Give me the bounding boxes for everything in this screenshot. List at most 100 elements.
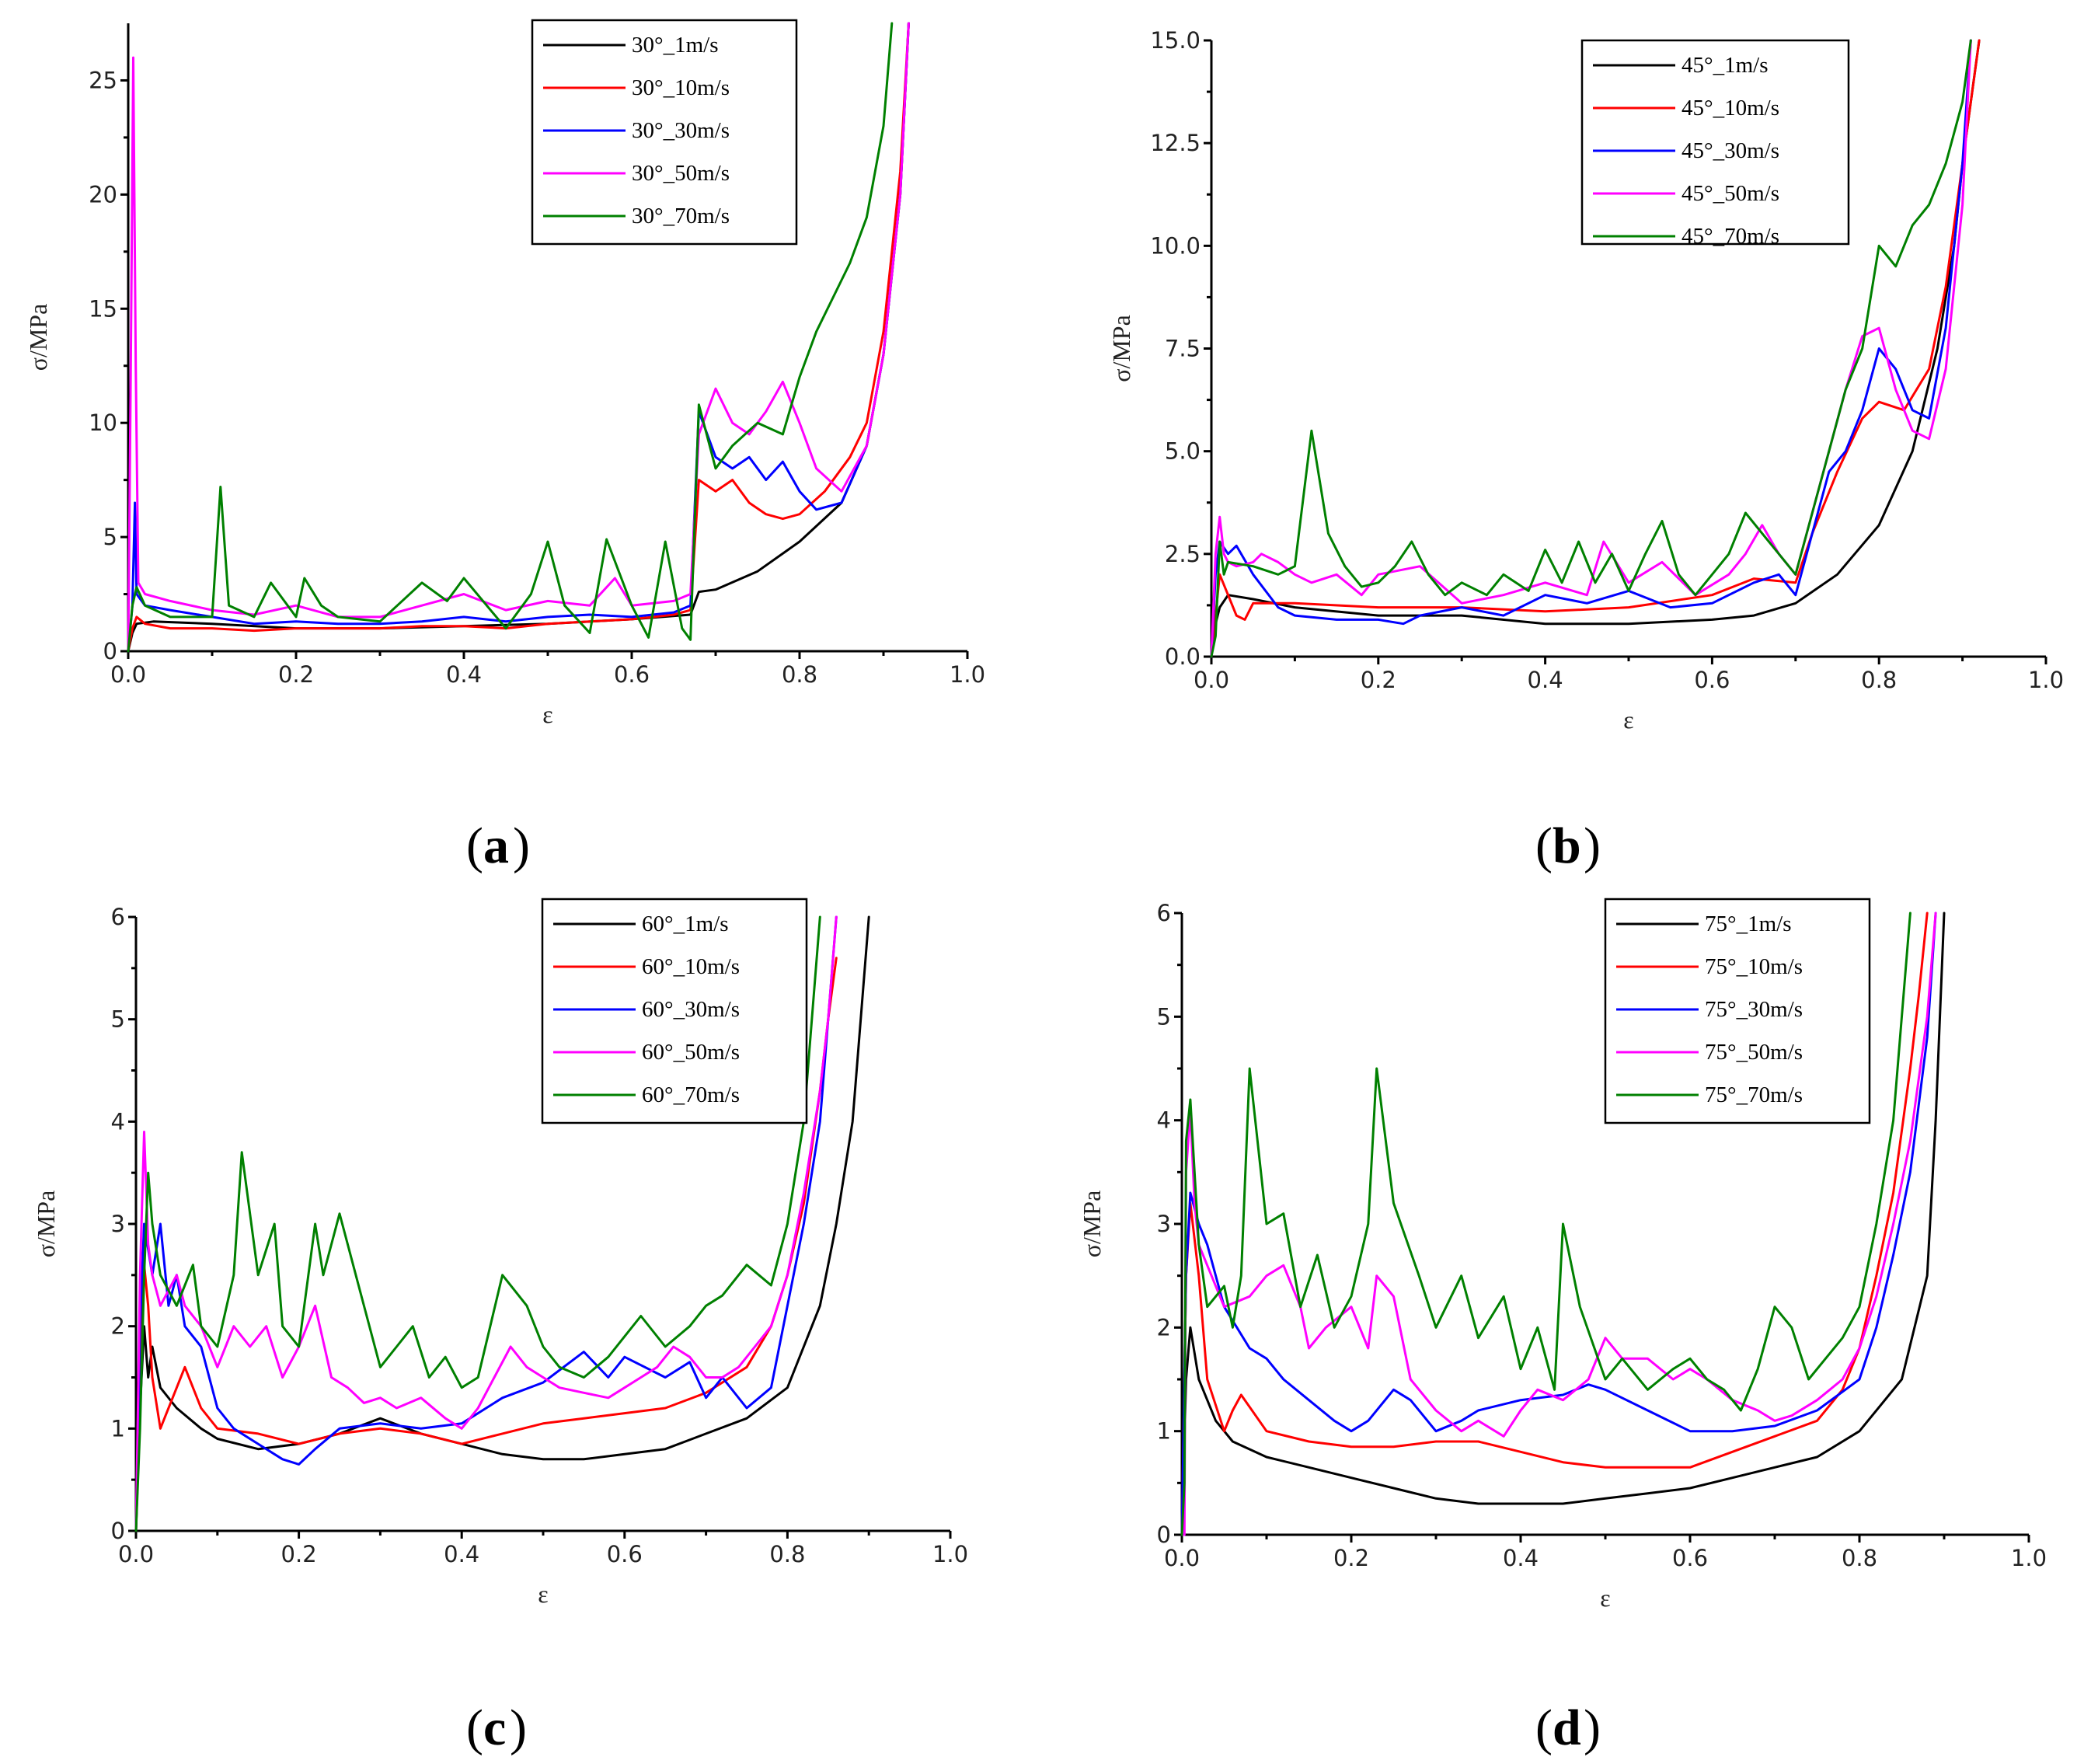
y-tick-label: 2.5: [1165, 541, 1201, 567]
y-tick-label: 1: [111, 1415, 125, 1442]
series-line-60-70m-s: [134, 915, 821, 1532]
series-line-75-1m-s: [1180, 912, 1946, 1536]
caption-a-close: ): [513, 818, 530, 874]
series-line-45-1m-s: [1210, 39, 1981, 658]
caption-a-open: (: [466, 818, 483, 874]
legend-label: 30°_70m/s: [632, 204, 730, 228]
legend-label: 45°_30m/s: [1681, 138, 1779, 163]
series-line-60-50m-s: [134, 915, 838, 1532]
series-line-75-50m-s: [1180, 912, 1937, 1536]
x-tick-label: 0.2: [281, 1541, 317, 1567]
legend-label: 45°_70m/s: [1681, 224, 1779, 249]
legend-label: 30°_1m/s: [632, 33, 719, 58]
y-tick-label: 1: [1157, 1418, 1171, 1445]
y-tick-label: 6: [1157, 900, 1171, 926]
series-line-30-30m-s: [127, 22, 910, 653]
y-tick-label: 3: [1157, 1211, 1171, 1237]
caption-c-close: ): [510, 1700, 527, 1756]
legend-box: [541, 898, 808, 1124]
y-tick-label: 5: [103, 524, 117, 550]
y-tick-label: 10: [89, 410, 117, 436]
x-axis-label: ε: [538, 1580, 548, 1608]
x-tick-label: 0.2: [1333, 1545, 1369, 1571]
x-tick-label: 0.4: [446, 661, 482, 688]
series-line-45-10m-s: [1210, 39, 1981, 658]
x-tick-label: 0.8: [769, 1541, 805, 1567]
legend-label: 45°_50m/s: [1681, 181, 1779, 206]
panel-b: ( b ) 0.0 0.2 0.4 0.6 0.8 1.0 0.0 2.5 5.0 7.5 10.0…: [1042, 0, 2084, 882]
legend-box: [1580, 39, 1850, 246]
x-tick-label: 0.0: [110, 661, 146, 688]
legend-label: 60°_50m/s: [642, 1040, 740, 1065]
legend-box: [531, 19, 798, 246]
x-tick-label: 0.0: [1164, 1545, 1200, 1571]
y-axis-label: σ/MPa: [24, 304, 52, 371]
caption-c-open: (: [466, 1700, 483, 1756]
chart-c: ( c ) 0.0 0.2 0.4 0.6 0.8 1.0 0 1 2 3 4 5 6 ε σ/MPa 60°…: [32, 898, 968, 1756]
x-tick-label: 0.6: [1694, 667, 1730, 693]
chart-b: ( b ) 0.0 0.2 0.4 0.6 0.8 1.0 0.0 2.5 5.0 7.5 10.0…: [1107, 27, 2064, 874]
x-axis-label: ε: [542, 700, 552, 728]
y-tick-label: 10.0: [1150, 232, 1201, 259]
y-tick-label: 2: [111, 1313, 125, 1340]
chart-d: ( d ) 0.0 0.2 0.4 0.6 0.8 1.0 0 1 2 3 4 5 6 ε σ/MPa 75°…: [1078, 898, 2047, 1756]
y-tick-label: 20: [89, 181, 117, 207]
y-tick-label: 12.5: [1150, 130, 1201, 156]
x-tick-label: 0.0: [1194, 667, 1229, 693]
y-tick-label: 2: [1157, 1314, 1171, 1340]
y-axis-label: σ/MPa: [1078, 1191, 1106, 1258]
x-tick-label: 1.0: [2011, 1545, 2047, 1571]
x-tick-label: 0.4: [1503, 1545, 1539, 1571]
y-tick-label: 0: [1157, 1522, 1171, 1548]
y-tick-label: 0: [111, 1518, 125, 1544]
y-tick-label: 4: [1157, 1107, 1171, 1134]
caption-d-letter: d: [1553, 1700, 1581, 1756]
y-tick-label: 6: [111, 904, 125, 930]
caption-c-letter: c: [483, 1700, 506, 1756]
x-tick-label: 1.0: [950, 661, 985, 688]
y-axis-label: σ/MPa: [1107, 315, 1135, 382]
legend-label: 60°_70m/s: [642, 1082, 740, 1107]
legend-label: 60°_1m/s: [642, 912, 729, 936]
y-tick-label: 15: [89, 295, 117, 322]
x-tick-label: 0.8: [1861, 667, 1897, 693]
x-tick-label: 0.2: [1361, 667, 1396, 693]
caption-d-close: ): [1584, 1700, 1601, 1756]
panel-c: ( c ) 0.0 0.2 0.4 0.6 0.8 1.0 0 1 2 3 4 5 6 ε σ/MPa 60°…: [0, 882, 1042, 1764]
legend-label: 75°_10m/s: [1705, 954, 1803, 979]
x-tick-label: 0.6: [614, 661, 650, 688]
panel-a: ( a ) 0.0 0.2 0.4 0.6 0.8 1.0 0 5 10 15 20 25 ε σ/MPa…: [0, 0, 1042, 882]
x-axis-label: ε: [1623, 706, 1633, 734]
series-line-75-70m-s: [1180, 912, 1911, 1536]
series-line-30-70m-s: [127, 22, 894, 653]
x-tick-label: 1.0: [932, 1541, 968, 1567]
x-tick-label: 0.8: [1842, 1545, 1877, 1571]
x-tick-label: 1.0: [2028, 667, 2064, 693]
caption-d-open: (: [1535, 1700, 1553, 1756]
y-axis-label: σ/MPa: [32, 1191, 60, 1258]
y-tick-label: 7.5: [1165, 336, 1201, 362]
caption-b-open: (: [1535, 818, 1553, 874]
x-tick-label: 0.8: [782, 661, 817, 688]
legend-box: [1604, 898, 1871, 1124]
series-line-75-10m-s: [1180, 912, 1929, 1536]
y-tick-label: 3: [111, 1211, 125, 1237]
legend-label: 75°_70m/s: [1705, 1082, 1803, 1107]
y-tick-label: 4: [111, 1108, 125, 1135]
y-tick-label: 5.0: [1165, 438, 1201, 465]
y-tick-label: 5: [1157, 1003, 1171, 1030]
series-line-30-50m-s: [127, 22, 910, 653]
x-tick-label: 0.2: [278, 661, 314, 688]
x-tick-label: 0.6: [1672, 1545, 1708, 1571]
x-tick-label: 0.0: [118, 1541, 154, 1567]
series-line-45-50m-s: [1210, 39, 1972, 658]
legend-label: 60°_30m/s: [642, 997, 740, 1022]
panel-d: ( d ) 0.0 0.2 0.4 0.6 0.8 1.0 0 1 2 3 4 5 6 ε σ/MPa 75°…: [1042, 882, 2084, 1764]
y-tick-label: 0: [103, 638, 117, 664]
y-tick-label: 25: [89, 67, 117, 93]
legend-label: 30°_30m/s: [632, 118, 730, 143]
chart-a: ( a ) 0.0 0.2 0.4 0.6 0.8 1.0 0 5 10 15 20 25 ε σ/MPa…: [24, 19, 985, 874]
legend-label: 45°_1m/s: [1681, 53, 1769, 78]
y-tick-label: 15.0: [1150, 27, 1201, 54]
series-line-60-30m-s: [134, 915, 838, 1532]
